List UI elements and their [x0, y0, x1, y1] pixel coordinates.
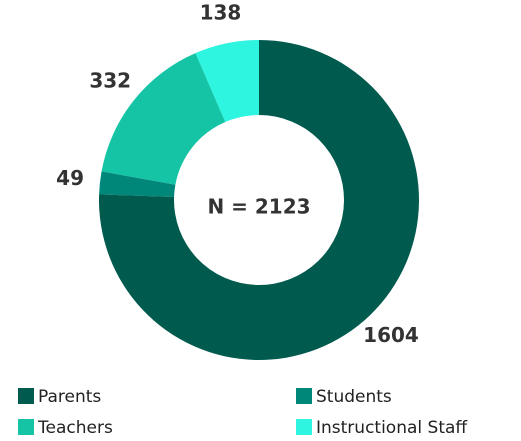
legend-label: Instructional Staff: [316, 418, 468, 438]
legend-label: Parents: [38, 387, 101, 407]
data-label: 332: [89, 68, 131, 92]
donut-slice: [99, 171, 176, 198]
data-label: 138: [200, 0, 242, 24]
legend-swatch: [296, 388, 312, 404]
data-label: 1604: [363, 323, 419, 347]
donut-slice: [195, 40, 259, 122]
donut-slice: [101, 53, 226, 185]
legend-swatch: [18, 388, 34, 404]
legend-label: Students: [316, 387, 392, 407]
legend-label: Teachers: [37, 418, 113, 438]
data-label: 49: [56, 166, 84, 190]
donut-slice: [98, 40, 419, 360]
legend-swatch: [18, 419, 34, 435]
center-label: N = 2123: [207, 195, 310, 219]
legend-swatch: [296, 419, 312, 435]
